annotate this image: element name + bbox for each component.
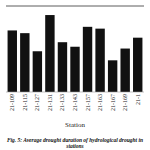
x-tick-label: 21-167 xyxy=(110,94,116,111)
x-tick-label: 21-163 xyxy=(97,94,103,111)
x-tick-label: 21-143 xyxy=(72,94,78,111)
x-tick-label: 21-127 xyxy=(34,94,40,111)
x-tick-label: 21-131 xyxy=(47,94,53,111)
bars xyxy=(8,15,143,92)
chart: 21-109 21-115 21-127 21-131 21-133 21-143 21-1… xyxy=(0,0,150,150)
x-tick-label: 21-169 xyxy=(122,94,128,111)
x-tick-label: 21-115 xyxy=(22,94,28,111)
bar xyxy=(58,42,67,92)
bar xyxy=(33,51,42,92)
axis-baseline xyxy=(6,92,144,93)
bar xyxy=(45,15,54,92)
bar xyxy=(20,33,29,92)
axis-top-line xyxy=(6,6,144,7)
bar xyxy=(108,60,117,92)
bar xyxy=(95,29,104,92)
x-tick-label: 21-109 xyxy=(9,94,15,111)
bar xyxy=(70,47,79,92)
x-tick-label: 21-133 xyxy=(59,94,65,111)
bar xyxy=(133,38,142,92)
bar xyxy=(83,27,92,92)
x-axis-label: Station xyxy=(65,121,85,129)
caption: Fig. 5: Average drought duration of hydr… xyxy=(7,137,143,150)
bar xyxy=(8,30,17,92)
x-tick-label: 21-1 xyxy=(135,94,141,105)
x-tick-label: 21-157 xyxy=(85,94,91,111)
bar xyxy=(120,49,129,92)
